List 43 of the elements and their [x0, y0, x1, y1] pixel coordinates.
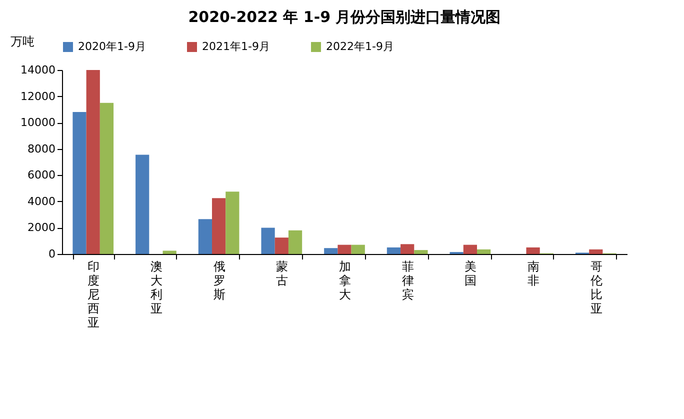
- bar: [226, 192, 240, 254]
- bar: [162, 250, 176, 254]
- bar: [212, 198, 226, 254]
- y-tick-label: 4000: [28, 194, 56, 208]
- x-tick-label: 蒙古: [276, 260, 288, 288]
- y-tick-label: 14000: [20, 64, 56, 76]
- x-tick-label: 澳大利亚: [150, 260, 162, 316]
- x-tick-label: 加拿大: [339, 260, 351, 302]
- y-axis-title: 万吨: [10, 34, 34, 48]
- y-tick-label: 10000: [20, 116, 56, 130]
- bar: [288, 230, 302, 254]
- bar: [400, 244, 414, 254]
- bar: [477, 249, 491, 254]
- bar: [526, 247, 540, 254]
- bar: [198, 219, 212, 254]
- bar: [386, 247, 401, 254]
- x-tick-label: 美国: [464, 260, 477, 288]
- bar: [100, 102, 114, 254]
- x-tick-label: 南非: [528, 260, 540, 288]
- bar: [136, 154, 150, 254]
- bar: [72, 112, 86, 254]
- y-tick-label: 0: [48, 248, 56, 260]
- bar: [414, 250, 428, 254]
- x-tick-label: 哥伦比亚: [590, 260, 602, 316]
- x-tick-label: 俄罗斯: [213, 260, 226, 302]
- chart-title: 2020-2022 年 1-9 月份分国别进口量情况图: [188, 8, 501, 26]
- bar: [463, 244, 478, 254]
- bar: [338, 244, 352, 254]
- legend-label: 2021年1-9月: [202, 40, 270, 53]
- y-tick-label: 12000: [20, 90, 56, 103]
- bar: [274, 238, 288, 254]
- bar: [351, 244, 365, 254]
- bar: [86, 70, 100, 254]
- y-tick-label: 6000: [28, 168, 56, 182]
- y-tick-label: 8000: [28, 142, 56, 156]
- legend-label: 2022年1-9月: [326, 40, 394, 53]
- bar: [589, 249, 603, 254]
- legend-label: 2020年1-9月: [78, 40, 146, 53]
- bar: [324, 248, 338, 254]
- bar: [261, 228, 275, 254]
- x-tick-label: 菲律宾: [402, 260, 414, 302]
- x-tick-label: 印度尼西亚: [88, 260, 100, 330]
- y-tick-label: 2000: [28, 221, 56, 234]
